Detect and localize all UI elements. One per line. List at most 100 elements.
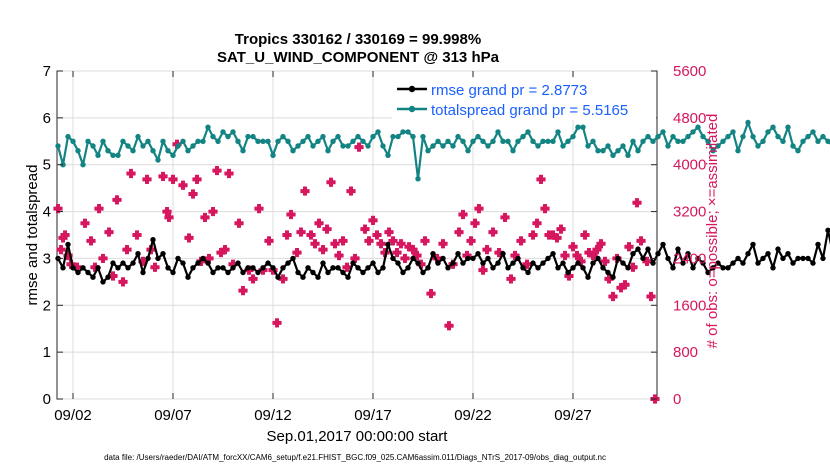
rmse-point xyxy=(795,255,801,262)
totalspread-point xyxy=(810,129,816,135)
totalspread-point xyxy=(815,138,821,144)
rmse-point xyxy=(525,269,531,276)
rmse-point xyxy=(95,265,101,271)
totalspread-point xyxy=(120,138,126,144)
obs-count-point xyxy=(158,171,168,182)
rmse-point xyxy=(665,255,671,262)
totalspread-point xyxy=(105,148,111,154)
chart-title-line2: SAT_U_WIND_COMPONENT @ 313 hPa xyxy=(217,49,500,66)
obs-count-point xyxy=(470,218,480,228)
totalspread-point xyxy=(575,124,581,130)
rmse-point xyxy=(775,246,781,252)
totalspread-point xyxy=(420,133,426,140)
rmse-point xyxy=(185,274,191,280)
totalspread-point xyxy=(820,133,826,140)
totalspread-point xyxy=(775,133,781,140)
rmse-point xyxy=(355,265,361,271)
totalspread-point xyxy=(805,133,811,140)
rmse-point xyxy=(565,269,571,276)
obs-count-point xyxy=(420,236,430,246)
obs-count-point xyxy=(568,242,578,252)
rmse-point xyxy=(135,251,141,257)
totalspread-point xyxy=(465,148,471,154)
y-left-tick-label: 7 xyxy=(43,63,51,80)
rmse-point xyxy=(725,265,731,271)
totalspread-point xyxy=(710,148,716,154)
rmse-point xyxy=(60,265,66,271)
totalspread-point xyxy=(595,148,601,154)
totalspread-point xyxy=(460,138,466,144)
totalspread-point xyxy=(730,129,736,135)
totalspread-point xyxy=(80,162,86,168)
totalspread-point xyxy=(530,138,536,144)
rmse-point xyxy=(335,265,341,271)
rmse-point xyxy=(165,265,171,271)
totalspread-point xyxy=(735,148,741,154)
x-tick-label: 09/02 xyxy=(54,407,92,424)
obs-count-point xyxy=(350,253,360,264)
totalspread-point xyxy=(65,133,71,140)
rmse-point xyxy=(535,265,541,271)
rmse-point xyxy=(650,260,656,266)
totalspread-point xyxy=(680,138,686,144)
totalspread-point xyxy=(130,148,136,154)
rmse-point xyxy=(105,274,111,280)
obs-count-point xyxy=(56,245,66,255)
totalspread-point xyxy=(355,133,361,140)
totalspread-point xyxy=(85,138,91,144)
rmse-point xyxy=(315,274,321,280)
x-tick-label: 09/07 xyxy=(154,407,192,424)
totalspread-point xyxy=(295,143,301,149)
rmse-point xyxy=(260,265,266,271)
totalspread-point xyxy=(390,133,396,140)
totalspread-point xyxy=(545,138,551,144)
rmse-point xyxy=(140,269,146,276)
rmse-point xyxy=(65,241,71,248)
totalspread-point xyxy=(265,138,271,144)
totalspread-point xyxy=(755,143,761,149)
rmse-point xyxy=(200,255,206,262)
totalspread-point xyxy=(550,138,556,144)
totalspread-point xyxy=(190,143,196,149)
obs-count-point xyxy=(212,165,222,176)
obs-count-point xyxy=(354,142,364,152)
rmse-point xyxy=(225,269,231,276)
rmse-point xyxy=(110,260,116,266)
rmse-point xyxy=(825,227,830,233)
obs-count-point xyxy=(400,253,410,264)
totalspread-point xyxy=(500,138,506,144)
rmse-point xyxy=(810,260,816,266)
totalspread-point xyxy=(290,148,296,154)
totalspread-point xyxy=(715,143,721,149)
totalspread-point xyxy=(440,143,446,149)
rmse-point xyxy=(120,260,126,266)
rmse-point xyxy=(410,255,416,262)
y-right-tick-label: 2400 xyxy=(673,250,706,267)
obs-count-point xyxy=(184,233,194,243)
obs-count-point xyxy=(200,212,210,223)
totalspread-point xyxy=(170,152,176,158)
rmse-point xyxy=(570,265,576,271)
legend: rmse grand pr = 2.8773 totalspread grand… xyxy=(392,78,656,120)
rmse-point xyxy=(435,260,441,266)
rmse-point xyxy=(85,269,91,276)
rmse-point xyxy=(445,265,451,271)
totalspread-point xyxy=(505,138,511,144)
rmse-point xyxy=(500,251,506,257)
rmse-point xyxy=(325,269,331,276)
rmse-point xyxy=(820,255,826,262)
totalspread-point xyxy=(525,129,531,135)
rmse-point xyxy=(215,265,221,271)
y-left-tick-label: 0 xyxy=(43,391,51,408)
totalspread-point xyxy=(570,133,576,140)
totalspread-point xyxy=(655,133,661,140)
obs-count-point xyxy=(500,212,510,223)
rmse-point xyxy=(480,260,486,266)
rmse-point xyxy=(785,251,791,257)
obs-count-point xyxy=(540,204,550,214)
rmse-point xyxy=(160,251,166,257)
y-right-tick-label: 800 xyxy=(673,344,698,361)
x-tick-label: 09/22 xyxy=(454,407,492,424)
totalspread-point xyxy=(645,133,651,140)
